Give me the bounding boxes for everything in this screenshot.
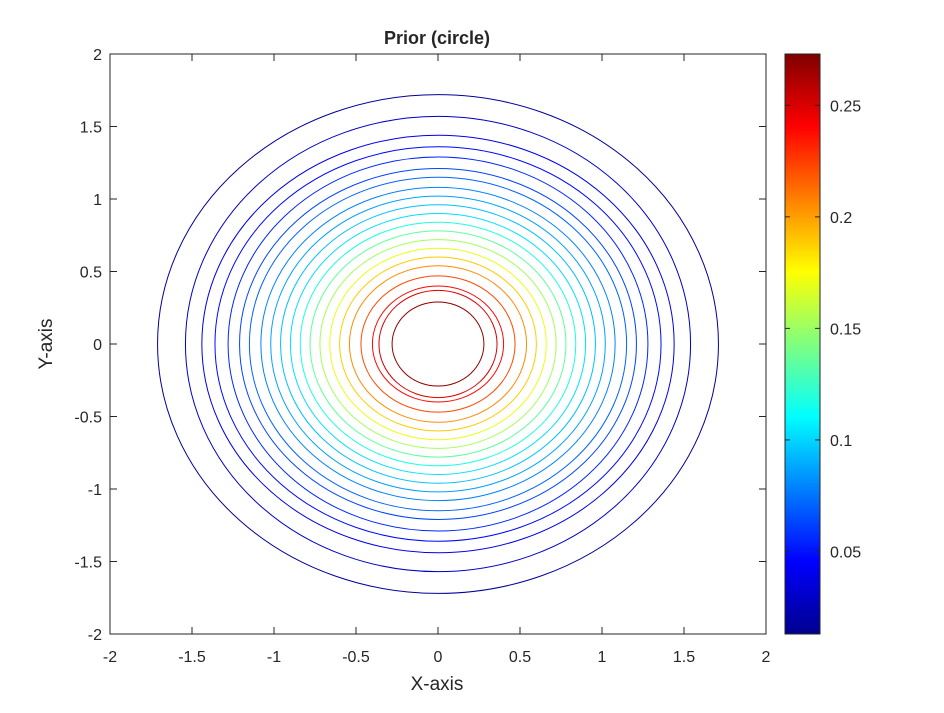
y-tick-label: -1.5 bbox=[74, 555, 102, 572]
y-tick-label: -1 bbox=[88, 482, 102, 499]
contour-line-8 bbox=[260, 186, 616, 502]
y-tick-label: 2 bbox=[93, 47, 102, 64]
contour-line-7 bbox=[248, 176, 628, 512]
y-tick-label: 1.5 bbox=[80, 120, 102, 137]
contour-line-11 bbox=[289, 213, 587, 475]
y-tick-label: 1 bbox=[93, 192, 102, 209]
y-tick-label: -2 bbox=[88, 627, 102, 644]
colorbar-tick-label: 0.1 bbox=[830, 433, 852, 450]
contour-line-12 bbox=[299, 221, 577, 467]
colorbar-tick-label: 0.15 bbox=[830, 321, 861, 338]
x-tick-labels: -2 -1.5 -1 -0.5 0 0.5 1 1.5 2 bbox=[103, 649, 771, 666]
plot-area bbox=[109, 53, 767, 635]
x-tick-label: 2 bbox=[762, 649, 771, 666]
contour-line-15 bbox=[329, 247, 547, 441]
x-tick-label: -1.5 bbox=[178, 649, 206, 666]
contour-line-5 bbox=[227, 156, 649, 532]
x-tick-label: -2 bbox=[103, 649, 117, 666]
contour-line-6 bbox=[239, 168, 637, 520]
contour-line-3 bbox=[201, 134, 675, 554]
contour-line-21 bbox=[391, 301, 485, 387]
x-axis-label: X-axis bbox=[411, 674, 464, 695]
colorbar-gradient bbox=[785, 54, 820, 634]
colorbar-tick-labels: 0.25 0.2 0.15 0.1 0.05 bbox=[830, 98, 861, 561]
contour-lines bbox=[157, 94, 719, 594]
contour-line-13 bbox=[309, 230, 567, 458]
x-tick-label: 1.5 bbox=[673, 649, 695, 666]
contour-line-17 bbox=[348, 265, 528, 423]
x-tick-label: 0.5 bbox=[509, 649, 531, 666]
colorbar-ticks bbox=[785, 104, 820, 552]
colorbar-tick-label: 0.25 bbox=[830, 98, 861, 115]
contour-line-20 bbox=[378, 289, 498, 399]
y-tick-label: -0.5 bbox=[74, 410, 102, 427]
x-tick-label: -1 bbox=[267, 649, 281, 666]
contour-line-16 bbox=[339, 256, 537, 432]
x-tick-label: -0.5 bbox=[342, 649, 370, 666]
contour-line-14 bbox=[319, 239, 557, 449]
colorbar-tick-label: 0.2 bbox=[830, 210, 852, 227]
x-tick-label: 0 bbox=[434, 649, 443, 666]
plot-background bbox=[110, 54, 766, 634]
contour-line-9 bbox=[270, 195, 606, 493]
y-axis-label: Y-axis bbox=[36, 318, 57, 369]
contour-line-10 bbox=[280, 204, 596, 484]
colorbar-frame bbox=[784, 53, 821, 635]
x-tick-label: 1 bbox=[598, 649, 607, 666]
plot-frame bbox=[109, 53, 767, 635]
y-tick-labels: 2 1.5 1 0.5 0 -0.5 -1 -1.5 -2 bbox=[74, 47, 102, 644]
y-tick-label: 0 bbox=[93, 337, 102, 354]
y-tick-label: 0.5 bbox=[80, 265, 102, 282]
chart-title: Prior (circle) bbox=[384, 28, 490, 48]
contour-line-4 bbox=[214, 146, 662, 542]
colorbar-tick-label: 0.05 bbox=[830, 544, 861, 561]
contour-line-18 bbox=[360, 275, 516, 413]
contour-line-2 bbox=[184, 115, 692, 573]
contour-line-1 bbox=[157, 94, 719, 594]
colorbar: 0.25 0.2 0.15 0.1 0.05 bbox=[784, 53, 861, 635]
contour-line-19 bbox=[371, 285, 505, 403]
